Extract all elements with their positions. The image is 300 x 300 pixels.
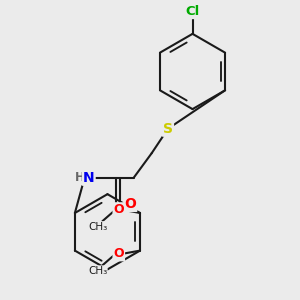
Text: CH₃: CH₃ bbox=[88, 266, 107, 276]
Text: O: O bbox=[124, 197, 136, 211]
Text: O: O bbox=[113, 203, 124, 216]
Text: O: O bbox=[113, 248, 124, 260]
Text: H: H bbox=[74, 171, 84, 184]
Text: CH₃: CH₃ bbox=[88, 222, 107, 232]
Text: S: S bbox=[163, 122, 173, 136]
Text: Cl: Cl bbox=[185, 5, 200, 18]
Text: N: N bbox=[83, 171, 94, 185]
